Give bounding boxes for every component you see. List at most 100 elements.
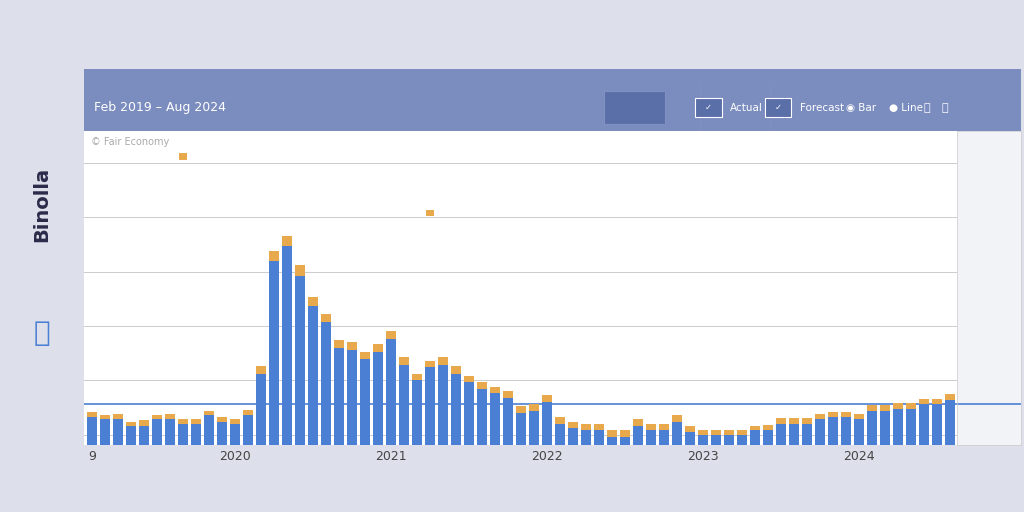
Bar [880, 411, 890, 445]
Bar [282, 246, 292, 445]
Bar [152, 415, 162, 419]
Bar [945, 394, 954, 400]
Bar [854, 414, 863, 419]
Text: ⓜ: ⓜ [34, 319, 50, 347]
Bar [658, 424, 669, 430]
Bar [528, 411, 539, 445]
Bar [672, 415, 682, 421]
Bar [412, 374, 422, 380]
Bar [282, 236, 292, 246]
Bar [697, 430, 708, 435]
Bar [711, 435, 721, 445]
Bar [398, 357, 409, 365]
Text: 🔍: 🔍 [924, 102, 930, 113]
Bar [763, 425, 772, 430]
Bar [841, 412, 851, 417]
Bar [165, 414, 175, 419]
Bar [139, 420, 148, 426]
Bar [386, 339, 395, 445]
Bar [243, 410, 253, 415]
Bar [750, 430, 760, 445]
Bar [347, 343, 356, 350]
Bar [555, 417, 564, 424]
Bar [568, 428, 578, 445]
Bar [788, 424, 799, 445]
Text: ◉ Bar: ◉ Bar [846, 102, 876, 113]
Bar [815, 419, 824, 445]
Bar [477, 382, 486, 389]
Bar [542, 395, 552, 402]
Bar [256, 366, 265, 374]
Bar [854, 419, 863, 445]
Bar [126, 426, 135, 445]
Bar [190, 419, 201, 424]
Bar [165, 419, 175, 445]
Bar [229, 419, 240, 424]
Bar [866, 411, 877, 445]
Bar [841, 417, 851, 445]
Text: Actual: Actual [730, 102, 763, 113]
Bar [802, 418, 812, 424]
Bar [893, 403, 902, 409]
Text: Forecast: Forecast [800, 102, 845, 113]
Bar [581, 424, 591, 430]
Bar [334, 348, 344, 445]
Bar [489, 393, 500, 445]
Bar [359, 352, 370, 358]
Bar [776, 424, 785, 445]
Bar [295, 276, 304, 445]
Bar [100, 419, 110, 445]
Bar [827, 417, 838, 445]
Bar [373, 345, 383, 352]
Bar [516, 413, 525, 445]
Bar [204, 415, 214, 445]
Bar [269, 251, 279, 261]
Bar [190, 424, 201, 445]
Bar [788, 418, 799, 424]
Bar [412, 380, 422, 445]
Bar [827, 412, 838, 417]
Bar [932, 399, 941, 404]
Bar [347, 350, 356, 445]
Bar [217, 421, 226, 445]
Text: ● Line: ● Line [889, 102, 924, 113]
Bar [633, 426, 643, 445]
Bar [438, 357, 447, 365]
Bar [178, 424, 187, 445]
FancyBboxPatch shape [765, 98, 792, 117]
Bar [321, 314, 331, 322]
Text: © Fair Economy: © Fair Economy [91, 137, 169, 147]
Bar [646, 430, 655, 445]
Text: ✓: ✓ [705, 103, 712, 112]
Bar [672, 421, 682, 445]
Bar [880, 406, 890, 411]
Bar [334, 340, 344, 348]
Bar [906, 409, 915, 445]
Bar [607, 437, 616, 445]
Bar [386, 331, 395, 339]
Bar [373, 352, 383, 445]
Bar [737, 435, 746, 445]
Bar [802, 424, 812, 445]
Bar [685, 433, 694, 445]
Bar [217, 417, 226, 421]
Text: Feb 2019 – Aug 2024: Feb 2019 – Aug 2024 [94, 101, 226, 114]
Bar [489, 387, 500, 393]
Bar [426, 210, 433, 217]
Text: ✓: ✓ [775, 103, 782, 112]
Bar [100, 415, 110, 419]
Bar [256, 374, 265, 445]
Bar [594, 424, 603, 430]
Bar [243, 415, 253, 445]
Bar [866, 406, 877, 411]
Bar [581, 430, 591, 445]
Bar [516, 407, 525, 413]
Bar [503, 398, 513, 445]
Bar [451, 366, 461, 374]
Text: 🔎: 🔎 [941, 102, 947, 113]
Bar [919, 404, 929, 445]
Bar [776, 418, 785, 424]
Text: Binolla: Binolla [33, 167, 51, 242]
Bar [594, 430, 603, 445]
Bar [113, 419, 123, 445]
